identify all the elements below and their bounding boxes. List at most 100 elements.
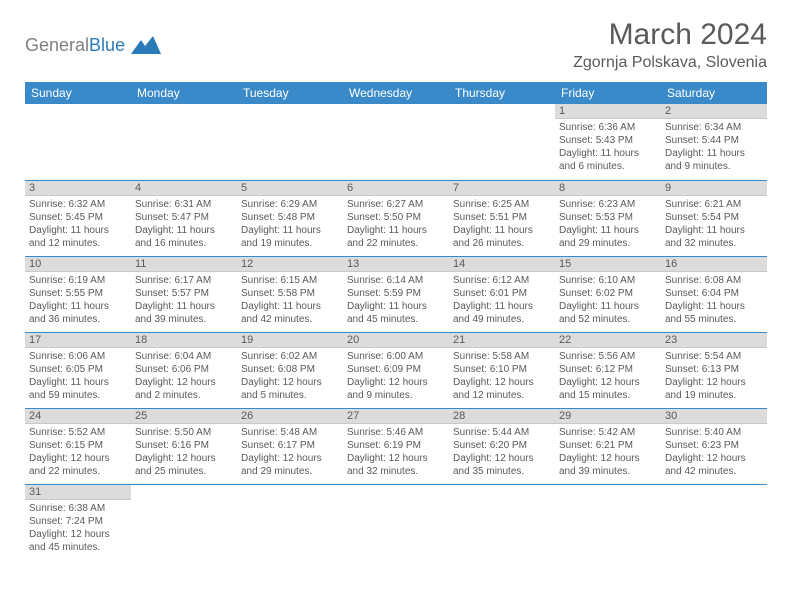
sunset-text: Sunset: 6:15 PM xyxy=(29,439,127,452)
daylight-text: Daylight: 12 hours and 42 minutes. xyxy=(665,452,763,478)
sunset-text: Sunset: 5:58 PM xyxy=(241,287,339,300)
sunrise-text: Sunrise: 6:29 AM xyxy=(241,198,339,211)
cell-body: Sunrise: 6:31 AMSunset: 5:47 PMDaylight:… xyxy=(131,196,237,250)
logo: GeneralBlue xyxy=(25,35,161,56)
date-number: 25 xyxy=(131,409,237,424)
calendar-cell: 5Sunrise: 6:29 AMSunset: 5:48 PMDaylight… xyxy=(237,180,343,256)
cell-body: Sunrise: 6:14 AMSunset: 5:59 PMDaylight:… xyxy=(343,272,449,326)
cell-body: Sunrise: 5:42 AMSunset: 6:21 PMDaylight:… xyxy=(555,424,661,478)
daylight-text: Daylight: 12 hours and 9 minutes. xyxy=(347,376,445,402)
cell-body: Sunrise: 5:40 AMSunset: 6:23 PMDaylight:… xyxy=(661,424,767,478)
date-number: 14 xyxy=(449,257,555,272)
calendar-cell: 20Sunrise: 6:00 AMSunset: 6:09 PMDayligh… xyxy=(343,332,449,408)
date-number: 16 xyxy=(661,257,767,272)
date-number: 30 xyxy=(661,409,767,424)
sunrise-text: Sunrise: 6:32 AM xyxy=(29,198,127,211)
sunset-text: Sunset: 6:10 PM xyxy=(453,363,551,376)
cell-body: Sunrise: 6:17 AMSunset: 5:57 PMDaylight:… xyxy=(131,272,237,326)
cell-body: Sunrise: 6:06 AMSunset: 6:05 PMDaylight:… xyxy=(25,348,131,402)
logo-word1: General xyxy=(25,35,89,56)
calendar-row: 3Sunrise: 6:32 AMSunset: 5:45 PMDaylight… xyxy=(25,180,767,256)
calendar-cell: 8Sunrise: 6:23 AMSunset: 5:53 PMDaylight… xyxy=(555,180,661,256)
calendar-cell: 28Sunrise: 5:44 AMSunset: 6:20 PMDayligh… xyxy=(449,408,555,484)
sunset-text: Sunset: 5:51 PM xyxy=(453,211,551,224)
cell-body: Sunrise: 5:46 AMSunset: 6:19 PMDaylight:… xyxy=(343,424,449,478)
sunset-text: Sunset: 5:48 PM xyxy=(241,211,339,224)
sunrise-text: Sunrise: 6:00 AM xyxy=(347,350,445,363)
cell-body: Sunrise: 5:44 AMSunset: 6:20 PMDaylight:… xyxy=(449,424,555,478)
daylight-text: Daylight: 11 hours and 26 minutes. xyxy=(453,224,551,250)
cell-body: Sunrise: 6:25 AMSunset: 5:51 PMDaylight:… xyxy=(449,196,555,250)
sunset-text: Sunset: 5:54 PM xyxy=(665,211,763,224)
weekday-header: Tuesday xyxy=(237,82,343,104)
calendar-cell xyxy=(343,484,449,560)
sunrise-text: Sunrise: 5:56 AM xyxy=(559,350,657,363)
daylight-text: Daylight: 12 hours and 25 minutes. xyxy=(135,452,233,478)
daylight-text: Daylight: 12 hours and 12 minutes. xyxy=(453,376,551,402)
date-number: 12 xyxy=(237,257,343,272)
calendar-cell xyxy=(555,484,661,560)
sunset-text: Sunset: 6:17 PM xyxy=(241,439,339,452)
calendar-cell: 24Sunrise: 5:52 AMSunset: 6:15 PMDayligh… xyxy=(25,408,131,484)
daylight-text: Daylight: 11 hours and 6 minutes. xyxy=(559,147,657,173)
daylight-text: Daylight: 11 hours and 45 minutes. xyxy=(347,300,445,326)
cell-body: Sunrise: 6:04 AMSunset: 6:06 PMDaylight:… xyxy=(131,348,237,402)
month-title: March 2024 xyxy=(573,18,767,52)
sunset-text: Sunset: 5:44 PM xyxy=(665,134,763,147)
daylight-text: Daylight: 12 hours and 45 minutes. xyxy=(29,528,127,554)
calendar-cell: 22Sunrise: 5:56 AMSunset: 6:12 PMDayligh… xyxy=(555,332,661,408)
calendar-cell: 9Sunrise: 6:21 AMSunset: 5:54 PMDaylight… xyxy=(661,180,767,256)
sunset-text: Sunset: 5:45 PM xyxy=(29,211,127,224)
cell-body: Sunrise: 6:02 AMSunset: 6:08 PMDaylight:… xyxy=(237,348,343,402)
daylight-text: Daylight: 12 hours and 15 minutes. xyxy=(559,376,657,402)
cell-body: Sunrise: 6:10 AMSunset: 6:02 PMDaylight:… xyxy=(555,272,661,326)
sunset-text: Sunset: 6:09 PM xyxy=(347,363,445,376)
calendar-cell: 1Sunrise: 6:36 AMSunset: 5:43 PMDaylight… xyxy=(555,104,661,180)
sunrise-text: Sunrise: 6:04 AM xyxy=(135,350,233,363)
calendar-cell xyxy=(237,484,343,560)
weekday-header: Wednesday xyxy=(343,82,449,104)
page-header: GeneralBlue March 2024 Zgornja Polskava,… xyxy=(25,18,767,72)
date-number: 1 xyxy=(555,104,661,119)
calendar-cell: 10Sunrise: 6:19 AMSunset: 5:55 PMDayligh… xyxy=(25,256,131,332)
sunrise-text: Sunrise: 5:52 AM xyxy=(29,426,127,439)
sunrise-text: Sunrise: 5:46 AM xyxy=(347,426,445,439)
sunset-text: Sunset: 6:20 PM xyxy=(453,439,551,452)
sunrise-text: Sunrise: 6:36 AM xyxy=(559,121,657,134)
daylight-text: Daylight: 12 hours and 2 minutes. xyxy=(135,376,233,402)
calendar-cell: 17Sunrise: 6:06 AMSunset: 6:05 PMDayligh… xyxy=(25,332,131,408)
calendar-cell xyxy=(661,484,767,560)
calendar-cell: 14Sunrise: 6:12 AMSunset: 6:01 PMDayligh… xyxy=(449,256,555,332)
sunset-text: Sunset: 5:55 PM xyxy=(29,287,127,300)
sunrise-text: Sunrise: 6:12 AM xyxy=(453,274,551,287)
daylight-text: Daylight: 11 hours and 16 minutes. xyxy=(135,224,233,250)
daylight-text: Daylight: 11 hours and 49 minutes. xyxy=(453,300,551,326)
date-number: 5 xyxy=(237,181,343,196)
title-block: March 2024 Zgornja Polskava, Slovenia xyxy=(573,18,767,72)
cell-body: Sunrise: 6:38 AMSunset: 7:24 PMDaylight:… xyxy=(25,500,131,554)
calendar-row: 17Sunrise: 6:06 AMSunset: 6:05 PMDayligh… xyxy=(25,332,767,408)
sunrise-text: Sunrise: 5:44 AM xyxy=(453,426,551,439)
calendar-table: Sunday Monday Tuesday Wednesday Thursday… xyxy=(25,82,767,560)
daylight-text: Daylight: 12 hours and 32 minutes. xyxy=(347,452,445,478)
calendar-cell: 27Sunrise: 5:46 AMSunset: 6:19 PMDayligh… xyxy=(343,408,449,484)
weekday-header: Monday xyxy=(131,82,237,104)
cell-body: Sunrise: 6:19 AMSunset: 5:55 PMDaylight:… xyxy=(25,272,131,326)
calendar-cell: 11Sunrise: 6:17 AMSunset: 5:57 PMDayligh… xyxy=(131,256,237,332)
daylight-text: Daylight: 11 hours and 55 minutes. xyxy=(665,300,763,326)
date-number: 26 xyxy=(237,409,343,424)
calendar-cell xyxy=(343,104,449,180)
sunset-text: Sunset: 6:19 PM xyxy=(347,439,445,452)
sunset-text: Sunset: 5:47 PM xyxy=(135,211,233,224)
daylight-text: Daylight: 12 hours and 5 minutes. xyxy=(241,376,339,402)
date-number: 23 xyxy=(661,333,767,348)
cell-body: Sunrise: 6:27 AMSunset: 5:50 PMDaylight:… xyxy=(343,196,449,250)
sunrise-text: Sunrise: 5:42 AM xyxy=(559,426,657,439)
sunrise-text: Sunrise: 6:34 AM xyxy=(665,121,763,134)
calendar-cell xyxy=(131,484,237,560)
daylight-text: Daylight: 11 hours and 32 minutes. xyxy=(665,224,763,250)
sunset-text: Sunset: 6:08 PM xyxy=(241,363,339,376)
sunset-text: Sunset: 6:23 PM xyxy=(665,439,763,452)
calendar-cell xyxy=(449,104,555,180)
sunset-text: Sunset: 7:24 PM xyxy=(29,515,127,528)
